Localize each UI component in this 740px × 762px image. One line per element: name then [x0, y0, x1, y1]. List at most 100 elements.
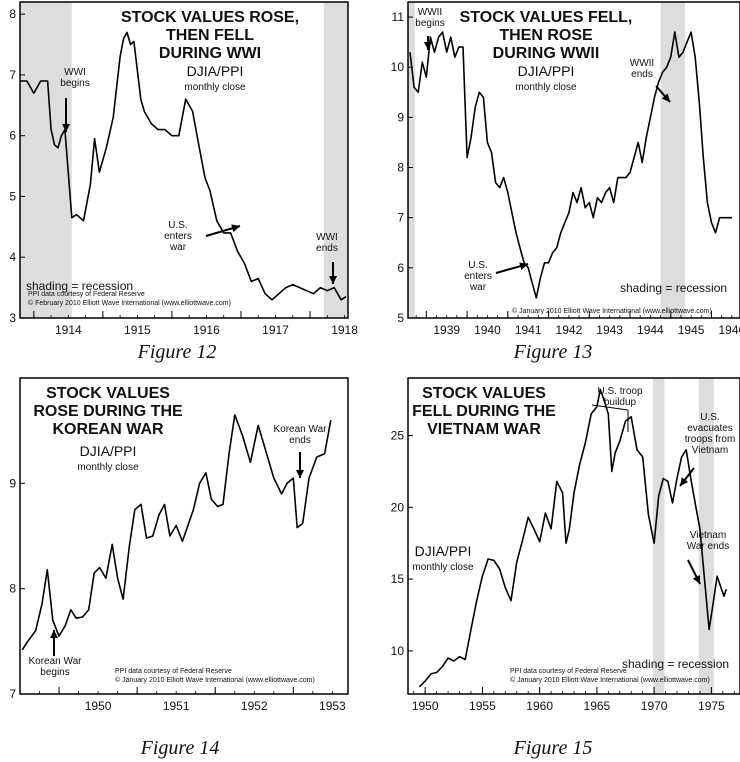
annotation-arrowhead [680, 477, 689, 486]
chart-subtitle-2: monthly close [515, 82, 577, 93]
annotation-label: WWII [630, 58, 654, 69]
y-tick-label: 15 [391, 572, 405, 586]
annotation-arrowhead [661, 93, 670, 102]
chart-subtitle-2: monthly close [184, 82, 246, 93]
figure-caption: Figure 15 [513, 737, 593, 759]
data-credit: © January 2010 Elliott Wave Internationa… [115, 676, 315, 684]
annotation-arrowhead [50, 630, 58, 638]
annotation-label: WWII [418, 7, 442, 18]
annotation-label: ends [289, 435, 311, 446]
annotation-arrowhead [296, 470, 304, 478]
y-tick-label: 8 [9, 582, 16, 596]
x-tick-label: 1941 [515, 323, 542, 337]
annotation-label: War ends [687, 541, 729, 552]
annotation-label: U.S. [468, 260, 487, 271]
annotation-label: U.S. troop [597, 386, 642, 397]
annotation-arrowhead [62, 124, 70, 132]
chart-subtitle-2: monthly close [412, 562, 474, 573]
annotation-label: Korean War [29, 656, 83, 667]
x-tick-label: 1955 [469, 699, 496, 713]
chart-figure-12: 3 4 5 6 7 8 1914 1915 1916 1917 1918 STOCK VALUES R… [9, 1, 358, 363]
x-tick-label: 1917 [262, 323, 289, 337]
data-credit: © January 2010 Elliott Wave Internationa… [510, 676, 710, 684]
data-credit: © January 2010 Elliott Wave Internationa… [512, 307, 712, 315]
y-tick-label: 4 [9, 250, 16, 264]
shading-legend: shading = recession [620, 281, 727, 295]
chart-title-line: DURING WWI [159, 45, 261, 62]
figure-caption: Figure 12 [137, 341, 217, 363]
chart-title-line: THEN FELL [166, 27, 254, 44]
y-tick-label: 10 [391, 60, 405, 74]
y-tick-label: 9 [9, 476, 16, 490]
data-credit: PPI data courtesy of Federal Reserve [510, 668, 627, 675]
x-tick-label: 1946 [719, 323, 740, 337]
annotation-label: buildup [604, 397, 637, 408]
x-tick-label: 1953 [319, 699, 346, 713]
x-tick-label: 1975 [698, 699, 725, 713]
series-line [418, 388, 728, 688]
x-tick-label: 1915 [124, 323, 151, 337]
annotation-arrowhead [329, 276, 337, 284]
y-tick-label: 25 [391, 428, 405, 442]
y-tick-label: 7 [9, 68, 16, 82]
chart-figure-15: 10 15 20 25 1950 1955 1960 1965 1970 1975 STOCK VA… [391, 377, 740, 759]
chart-title-line: STOCK VALUES [46, 385, 170, 402]
y-tick-label: 6 [9, 129, 16, 143]
annotation-label: Vietnam [690, 530, 727, 541]
chart-title-line: THEN ROSE [499, 27, 593, 44]
chart-title-line: STOCK VALUES [422, 385, 546, 402]
x-tick-label: 1943 [596, 323, 623, 337]
annotation-arrowhead [424, 42, 432, 50]
y-tick-label: 7 [9, 687, 16, 701]
x-tick-label: 1942 [556, 323, 583, 337]
chart-figure-13: 5 6 7 8 9 10 11 1939 1940 1941 1942 1943 1944 1945 194… [391, 1, 740, 363]
recession-shading-1 [20, 2, 72, 318]
chart-subtitle: DJIA/PPI [80, 443, 137, 459]
plot-frame [19, 377, 349, 695]
chart-title-line: STOCK VALUES FELL, [460, 9, 633, 26]
annotation-arrowhead [519, 262, 528, 271]
series-line [409, 31, 732, 299]
x-tick-label: 1944 [637, 323, 664, 337]
plot-frame [19, 1, 349, 319]
chart-title-line: ROSE DURING THE [33, 403, 183, 420]
annotation-label: WWI [64, 67, 86, 78]
annotation-label: U.S. [168, 220, 187, 231]
x-tick-label: 1914 [55, 323, 82, 337]
y-tick-label: 9 [397, 110, 404, 124]
y-tick-label: 20 [391, 500, 405, 514]
shading-legend: shading = recession [26, 279, 133, 293]
annotation-label: enters [464, 271, 492, 282]
x-tick-label: 1918 [331, 323, 358, 337]
x-tick-label: 1939 [433, 323, 460, 337]
y-tick-label: 10 [391, 644, 405, 658]
annotation-label: U.S. [700, 412, 719, 423]
y-tick-label: 11 [392, 10, 405, 24]
annotation-label: enters [164, 231, 192, 242]
chart-title-line: STOCK VALUES ROSE, [121, 9, 299, 26]
chart-subtitle: DJIA/PPI [187, 63, 244, 79]
shading-legend: shading = recession [622, 657, 729, 671]
chart-title-line: FELL DURING THE [412, 403, 556, 420]
recession-shading-2 [698, 378, 714, 694]
y-tick-label: 5 [9, 189, 16, 203]
chart-subtitle: DJIA/PPI [415, 543, 472, 559]
chart-subtitle: DJIA/PPI [518, 63, 575, 79]
annotation-label: ends [631, 69, 653, 80]
recession-shading-2 [323, 2, 348, 318]
data-credit: © February 2010 Elliott Wave Internation… [28, 299, 231, 307]
plot-frame [407, 1, 740, 319]
y-tick-label: 8 [9, 7, 16, 21]
recession-shading-2 [660, 2, 686, 318]
annotation-arrowhead [231, 224, 240, 233]
annotation-label: war [169, 242, 187, 253]
recession-shading-1 [652, 378, 665, 694]
y-tick-label: 5 [397, 311, 404, 325]
x-tick-label: 1950 [85, 699, 112, 713]
x-tick-label: 1916 [193, 323, 220, 337]
annotation-label: Vietnam [692, 445, 729, 456]
